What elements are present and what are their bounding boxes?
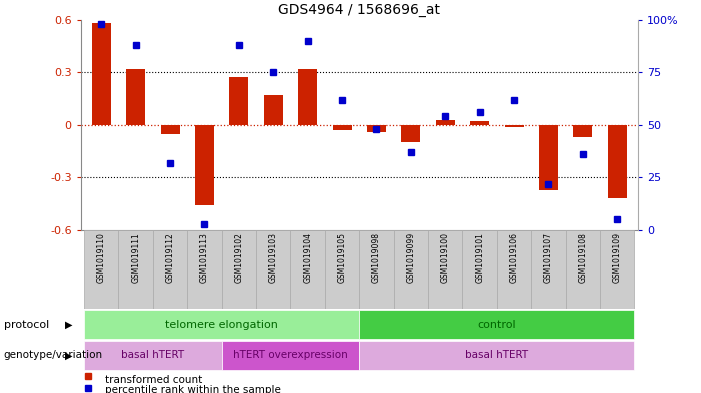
Text: ▶: ▶ (64, 320, 72, 330)
Bar (539, 125, 558, 189)
FancyBboxPatch shape (600, 230, 634, 309)
FancyBboxPatch shape (290, 230, 325, 309)
Text: GSM1019113: GSM1019113 (200, 232, 209, 283)
Text: percentile rank within the sample: percentile rank within the sample (105, 385, 281, 393)
Bar (573, 125, 592, 137)
FancyBboxPatch shape (325, 230, 360, 309)
Bar (126, 69, 145, 125)
FancyBboxPatch shape (463, 230, 497, 309)
FancyBboxPatch shape (360, 310, 634, 339)
FancyBboxPatch shape (187, 230, 222, 309)
FancyBboxPatch shape (84, 310, 360, 339)
Text: GSM1019100: GSM1019100 (441, 232, 450, 283)
FancyBboxPatch shape (84, 341, 222, 370)
Text: GSM1019102: GSM1019102 (234, 232, 243, 283)
FancyBboxPatch shape (531, 230, 566, 309)
Text: GSM1019111: GSM1019111 (131, 232, 140, 283)
Text: protocol: protocol (4, 320, 49, 330)
Title: GDS4964 / 1568696_at: GDS4964 / 1568696_at (278, 3, 440, 17)
Text: transformed count: transformed count (105, 375, 203, 386)
Bar (470, 121, 489, 125)
Text: hTERT overexpression: hTERT overexpression (233, 350, 348, 360)
FancyBboxPatch shape (360, 341, 634, 370)
Text: GSM1019099: GSM1019099 (407, 232, 416, 283)
Text: telomere elongation: telomere elongation (165, 320, 278, 330)
Text: basal hTERT: basal hTERT (121, 350, 184, 360)
FancyBboxPatch shape (222, 341, 360, 370)
Bar (161, 125, 179, 134)
Bar (608, 125, 627, 198)
FancyBboxPatch shape (153, 230, 187, 309)
Bar (402, 125, 421, 142)
Bar (92, 23, 111, 125)
Text: GSM1019108: GSM1019108 (578, 232, 587, 283)
FancyBboxPatch shape (497, 230, 531, 309)
FancyBboxPatch shape (118, 230, 153, 309)
Text: GSM1019109: GSM1019109 (613, 232, 622, 283)
Text: GSM1019110: GSM1019110 (97, 232, 106, 283)
Bar (367, 125, 386, 132)
Bar (229, 77, 248, 125)
FancyBboxPatch shape (394, 230, 428, 309)
Text: control: control (477, 320, 516, 330)
FancyBboxPatch shape (256, 230, 290, 309)
Text: GSM1019105: GSM1019105 (338, 232, 346, 283)
Text: GSM1019106: GSM1019106 (510, 232, 519, 283)
FancyBboxPatch shape (566, 230, 600, 309)
Text: basal hTERT: basal hTERT (465, 350, 529, 360)
FancyBboxPatch shape (222, 230, 256, 309)
Bar (264, 95, 283, 125)
Text: GSM1019112: GSM1019112 (165, 232, 175, 283)
FancyBboxPatch shape (84, 230, 118, 309)
Bar (195, 125, 214, 206)
Text: ▶: ▶ (64, 350, 72, 360)
Text: GSM1019098: GSM1019098 (372, 232, 381, 283)
FancyBboxPatch shape (360, 230, 394, 309)
Text: genotype/variation: genotype/variation (4, 350, 102, 360)
FancyBboxPatch shape (428, 230, 463, 309)
Text: GSM1019107: GSM1019107 (544, 232, 553, 283)
Bar (332, 125, 351, 130)
Bar (298, 69, 317, 125)
Text: GSM1019103: GSM1019103 (268, 232, 278, 283)
Text: GSM1019101: GSM1019101 (475, 232, 484, 283)
Bar (505, 125, 524, 127)
Text: GSM1019104: GSM1019104 (303, 232, 312, 283)
Bar (436, 119, 455, 125)
